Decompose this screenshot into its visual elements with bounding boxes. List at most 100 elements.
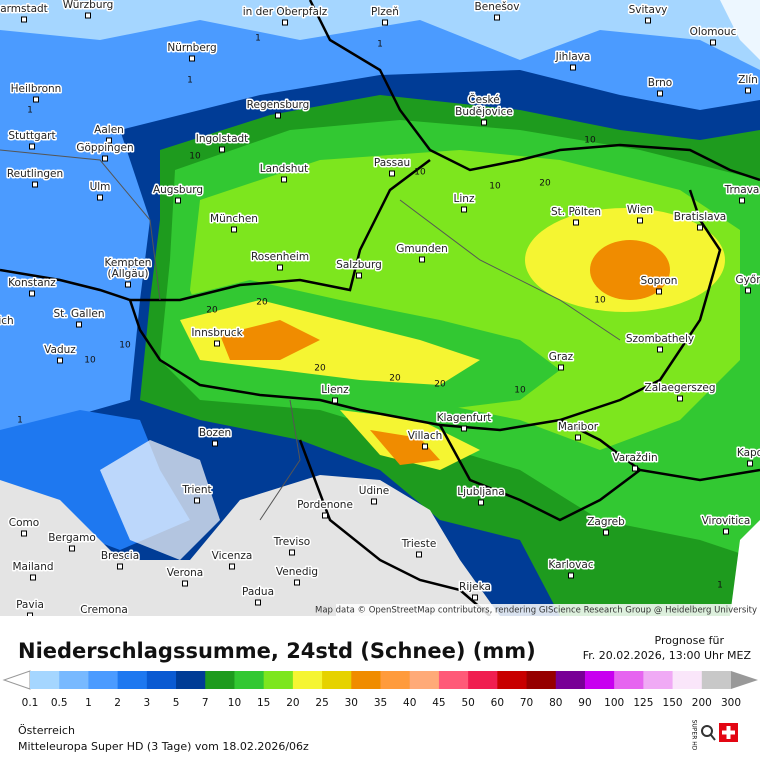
city-marker bbox=[29, 290, 35, 297]
city-label: Rosenheim bbox=[251, 251, 309, 263]
legend-label: 0.5 bbox=[51, 697, 68, 709]
city-label: Trieste bbox=[401, 538, 437, 550]
legend-swatch bbox=[701, 671, 732, 689]
legend-swatch bbox=[614, 671, 644, 689]
contour-label: 1 bbox=[717, 581, 723, 591]
contour-label: 1 bbox=[187, 76, 193, 86]
city-marker bbox=[332, 397, 338, 404]
city-label: Virovitica bbox=[702, 515, 751, 527]
legend-swatch bbox=[497, 671, 528, 689]
city-label: Augsburg bbox=[153, 184, 203, 196]
city-label: Rijeka bbox=[459, 581, 491, 593]
city-marker bbox=[481, 119, 487, 126]
contour-label: 20 bbox=[256, 298, 268, 308]
city-marker bbox=[371, 498, 377, 505]
city-marker bbox=[97, 194, 103, 201]
city-marker bbox=[76, 321, 82, 328]
city-label: Treviso bbox=[273, 536, 310, 548]
city-label: Wien bbox=[627, 204, 653, 216]
city-label: Salzburg bbox=[336, 259, 382, 271]
city-marker bbox=[478, 499, 484, 506]
contour-label: 1 bbox=[27, 106, 33, 116]
city-label: Como bbox=[9, 517, 39, 529]
city-label: Aalen bbox=[94, 124, 124, 136]
contour-label: 20 bbox=[389, 374, 401, 384]
city-label: Bozen bbox=[199, 427, 231, 439]
contour-label: 10 bbox=[584, 136, 596, 146]
contour-label: 20 bbox=[434, 380, 446, 390]
city-label: Villach bbox=[408, 430, 443, 442]
city-label: Pordenone bbox=[297, 499, 353, 511]
city-marker bbox=[356, 272, 362, 279]
city-label: Reutlingen bbox=[7, 168, 63, 180]
city-marker bbox=[656, 288, 662, 295]
city-label: Bratislava bbox=[674, 211, 726, 223]
legend-label: 0.1 bbox=[22, 697, 39, 709]
legend-swatch bbox=[438, 671, 469, 689]
city-marker bbox=[214, 340, 220, 347]
legend-label: 35 bbox=[374, 697, 387, 709]
city-label: armstadt bbox=[0, 3, 48, 15]
contour-label: 10 bbox=[514, 386, 526, 396]
legend-label: 100 bbox=[604, 697, 624, 709]
city-label: Verona bbox=[167, 567, 203, 579]
contour-label: 20 bbox=[314, 364, 326, 374]
legend-swatch bbox=[555, 671, 586, 689]
city-marker bbox=[723, 528, 729, 535]
contour-label: 20 bbox=[206, 306, 218, 316]
city-marker bbox=[461, 425, 467, 432]
city-marker bbox=[32, 181, 38, 188]
legend-swatch bbox=[88, 671, 119, 689]
city-label: St. Gallen bbox=[54, 308, 105, 320]
legend-swatch bbox=[176, 671, 206, 689]
city-marker bbox=[85, 12, 91, 19]
forecast-label: Prognose für bbox=[655, 634, 725, 647]
city-label: Zalaegerszeg bbox=[645, 382, 716, 394]
city-label: Kapo bbox=[737, 447, 760, 459]
legend-arrow-low bbox=[2, 670, 31, 690]
city-marker bbox=[102, 618, 107, 623]
city-label: České bbox=[468, 93, 499, 106]
legend-label: 300 bbox=[721, 697, 741, 709]
city-marker bbox=[461, 206, 467, 213]
city-marker bbox=[194, 497, 200, 504]
city-marker bbox=[21, 16, 27, 23]
city-marker bbox=[472, 594, 478, 601]
city-marker bbox=[710, 39, 716, 46]
city-marker bbox=[322, 512, 328, 519]
contour-label: 1 bbox=[17, 416, 23, 426]
city-marker bbox=[657, 346, 663, 353]
city-marker bbox=[27, 612, 33, 616]
city-label: Zlín bbox=[738, 74, 758, 86]
legend-swatch bbox=[263, 671, 294, 689]
legend-swatch bbox=[322, 671, 352, 689]
city-label: Ingolstadt bbox=[196, 133, 249, 145]
city-label: Heilbronn bbox=[11, 83, 62, 95]
legend-swatch bbox=[351, 671, 381, 689]
logo-text: SUPER HD bbox=[691, 720, 698, 751]
city-label: Brescia bbox=[101, 550, 139, 562]
city-marker bbox=[117, 563, 123, 570]
city-marker bbox=[277, 264, 283, 271]
city-marker bbox=[697, 224, 703, 231]
legend-label: 70 bbox=[520, 697, 533, 709]
city-marker bbox=[422, 443, 428, 450]
contour-label: 1 bbox=[377, 40, 383, 50]
city-label: Udine bbox=[359, 485, 389, 497]
legend-arrow-high bbox=[731, 671, 758, 689]
legend-label: 125 bbox=[633, 697, 653, 709]
contour-label: 10 bbox=[414, 168, 426, 178]
legend-label: 7 bbox=[202, 697, 209, 709]
contour-label: 10 bbox=[119, 341, 131, 351]
city-marker bbox=[182, 580, 188, 587]
city-marker bbox=[416, 551, 422, 558]
city-label: ich bbox=[0, 315, 14, 327]
city-label: Pavia bbox=[16, 599, 44, 611]
city-marker bbox=[573, 219, 579, 226]
city-marker bbox=[29, 143, 35, 150]
city-marker bbox=[275, 112, 281, 119]
legend-swatch bbox=[146, 671, 177, 689]
legend-swatch bbox=[643, 671, 674, 689]
forecast-time: Fr. 20.02.2026, 13:00 Uhr MEZ bbox=[583, 649, 752, 662]
